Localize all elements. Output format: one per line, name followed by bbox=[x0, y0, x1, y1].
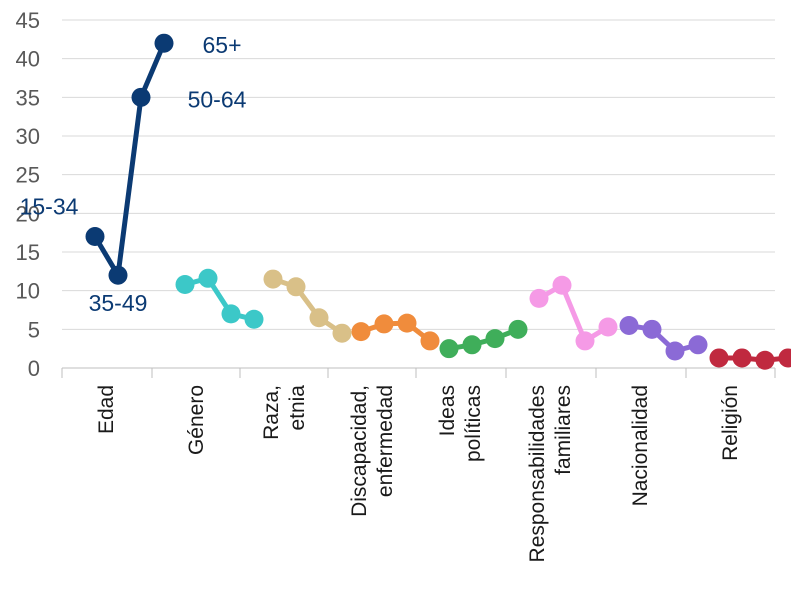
point-label: 35-49 bbox=[89, 290, 148, 316]
series-0: 15-34 35-49 50-64 65+ bbox=[20, 32, 247, 316]
series-7 bbox=[709, 348, 791, 370]
data-point bbox=[351, 322, 371, 342]
data-point bbox=[732, 348, 752, 368]
data-point bbox=[309, 308, 329, 328]
series-line bbox=[716, 355, 791, 363]
series-lines: 15-34 35-49 50-64 65+ bbox=[20, 32, 791, 370]
data-point bbox=[688, 335, 708, 355]
y-tick-label: 15 bbox=[16, 240, 40, 265]
series-3 bbox=[351, 313, 440, 351]
data-point bbox=[642, 319, 662, 339]
y-tick-label: 45 bbox=[16, 8, 40, 33]
series-2 bbox=[263, 269, 352, 343]
series-4 bbox=[439, 319, 528, 359]
point-label: 65+ bbox=[202, 32, 241, 58]
y-tick-label: 40 bbox=[16, 47, 40, 72]
data-point bbox=[244, 309, 264, 329]
y-tick-label: 35 bbox=[16, 85, 40, 110]
data-point bbox=[485, 329, 505, 349]
category-label: Ideas bbox=[436, 385, 459, 436]
category-label: Religión bbox=[719, 385, 742, 461]
data-point bbox=[108, 265, 128, 285]
data-point bbox=[85, 227, 105, 247]
data-point bbox=[131, 87, 151, 107]
data-point bbox=[778, 348, 791, 368]
data-point bbox=[286, 277, 306, 297]
y-tick-label: 30 bbox=[16, 124, 40, 149]
category-labels: Edad Género Raza, etnia Discapacidad, enferme… bbox=[95, 385, 742, 563]
series-line bbox=[626, 322, 701, 354]
data-point bbox=[439, 339, 459, 359]
point-label: 50-64 bbox=[188, 86, 247, 112]
point-label: 15-34 bbox=[20, 194, 79, 220]
data-point bbox=[575, 331, 595, 351]
data-point bbox=[263, 269, 283, 289]
category-label: Responsabilidades bbox=[526, 385, 549, 562]
data-point bbox=[198, 268, 218, 288]
y-tick-label: 20 bbox=[16, 201, 40, 226]
data-point bbox=[665, 341, 685, 361]
data-point bbox=[175, 274, 195, 294]
y-tick-label: 0 bbox=[28, 356, 40, 381]
y-tick-label: 5 bbox=[28, 317, 40, 342]
series-line bbox=[270, 276, 345, 336]
data-point bbox=[397, 313, 417, 333]
series-line bbox=[92, 40, 167, 278]
series-1 bbox=[175, 268, 264, 329]
category-label: Género bbox=[185, 385, 208, 455]
data-point bbox=[221, 304, 241, 324]
series-line bbox=[182, 275, 257, 322]
category-label: Edad bbox=[95, 385, 118, 434]
data-point bbox=[598, 317, 618, 337]
series-6 bbox=[619, 315, 708, 361]
data-point bbox=[332, 323, 352, 343]
gridlines bbox=[62, 19, 775, 330]
category-label: familiares bbox=[552, 385, 575, 475]
data-point bbox=[374, 314, 394, 334]
series-5 bbox=[529, 275, 618, 351]
data-point bbox=[552, 275, 572, 295]
data-point bbox=[154, 33, 174, 53]
category-label: etnia bbox=[286, 385, 309, 431]
y-axis-ticks: 0 5 10 15 20 25 30 35 40 45 bbox=[16, 8, 40, 381]
data-point bbox=[755, 350, 775, 370]
data-point bbox=[709, 348, 729, 368]
y-tick-label: 10 bbox=[16, 279, 40, 304]
x-axis bbox=[61, 367, 776, 378]
series-line bbox=[358, 320, 433, 344]
category-label: políticas bbox=[462, 385, 485, 462]
data-point bbox=[619, 315, 639, 335]
y-tick-label: 25 bbox=[16, 163, 40, 188]
data-point bbox=[529, 288, 549, 308]
series-line bbox=[536, 282, 611, 344]
data-point bbox=[420, 331, 440, 351]
category-label: Raza, bbox=[260, 385, 283, 440]
series-line bbox=[446, 326, 521, 352]
category-label: enfermedad bbox=[374, 385, 397, 497]
category-label: Nacionalidad bbox=[629, 385, 652, 506]
category-label: Discapacidad, bbox=[348, 385, 371, 517]
data-point bbox=[508, 319, 528, 339]
data-point bbox=[462, 335, 482, 355]
